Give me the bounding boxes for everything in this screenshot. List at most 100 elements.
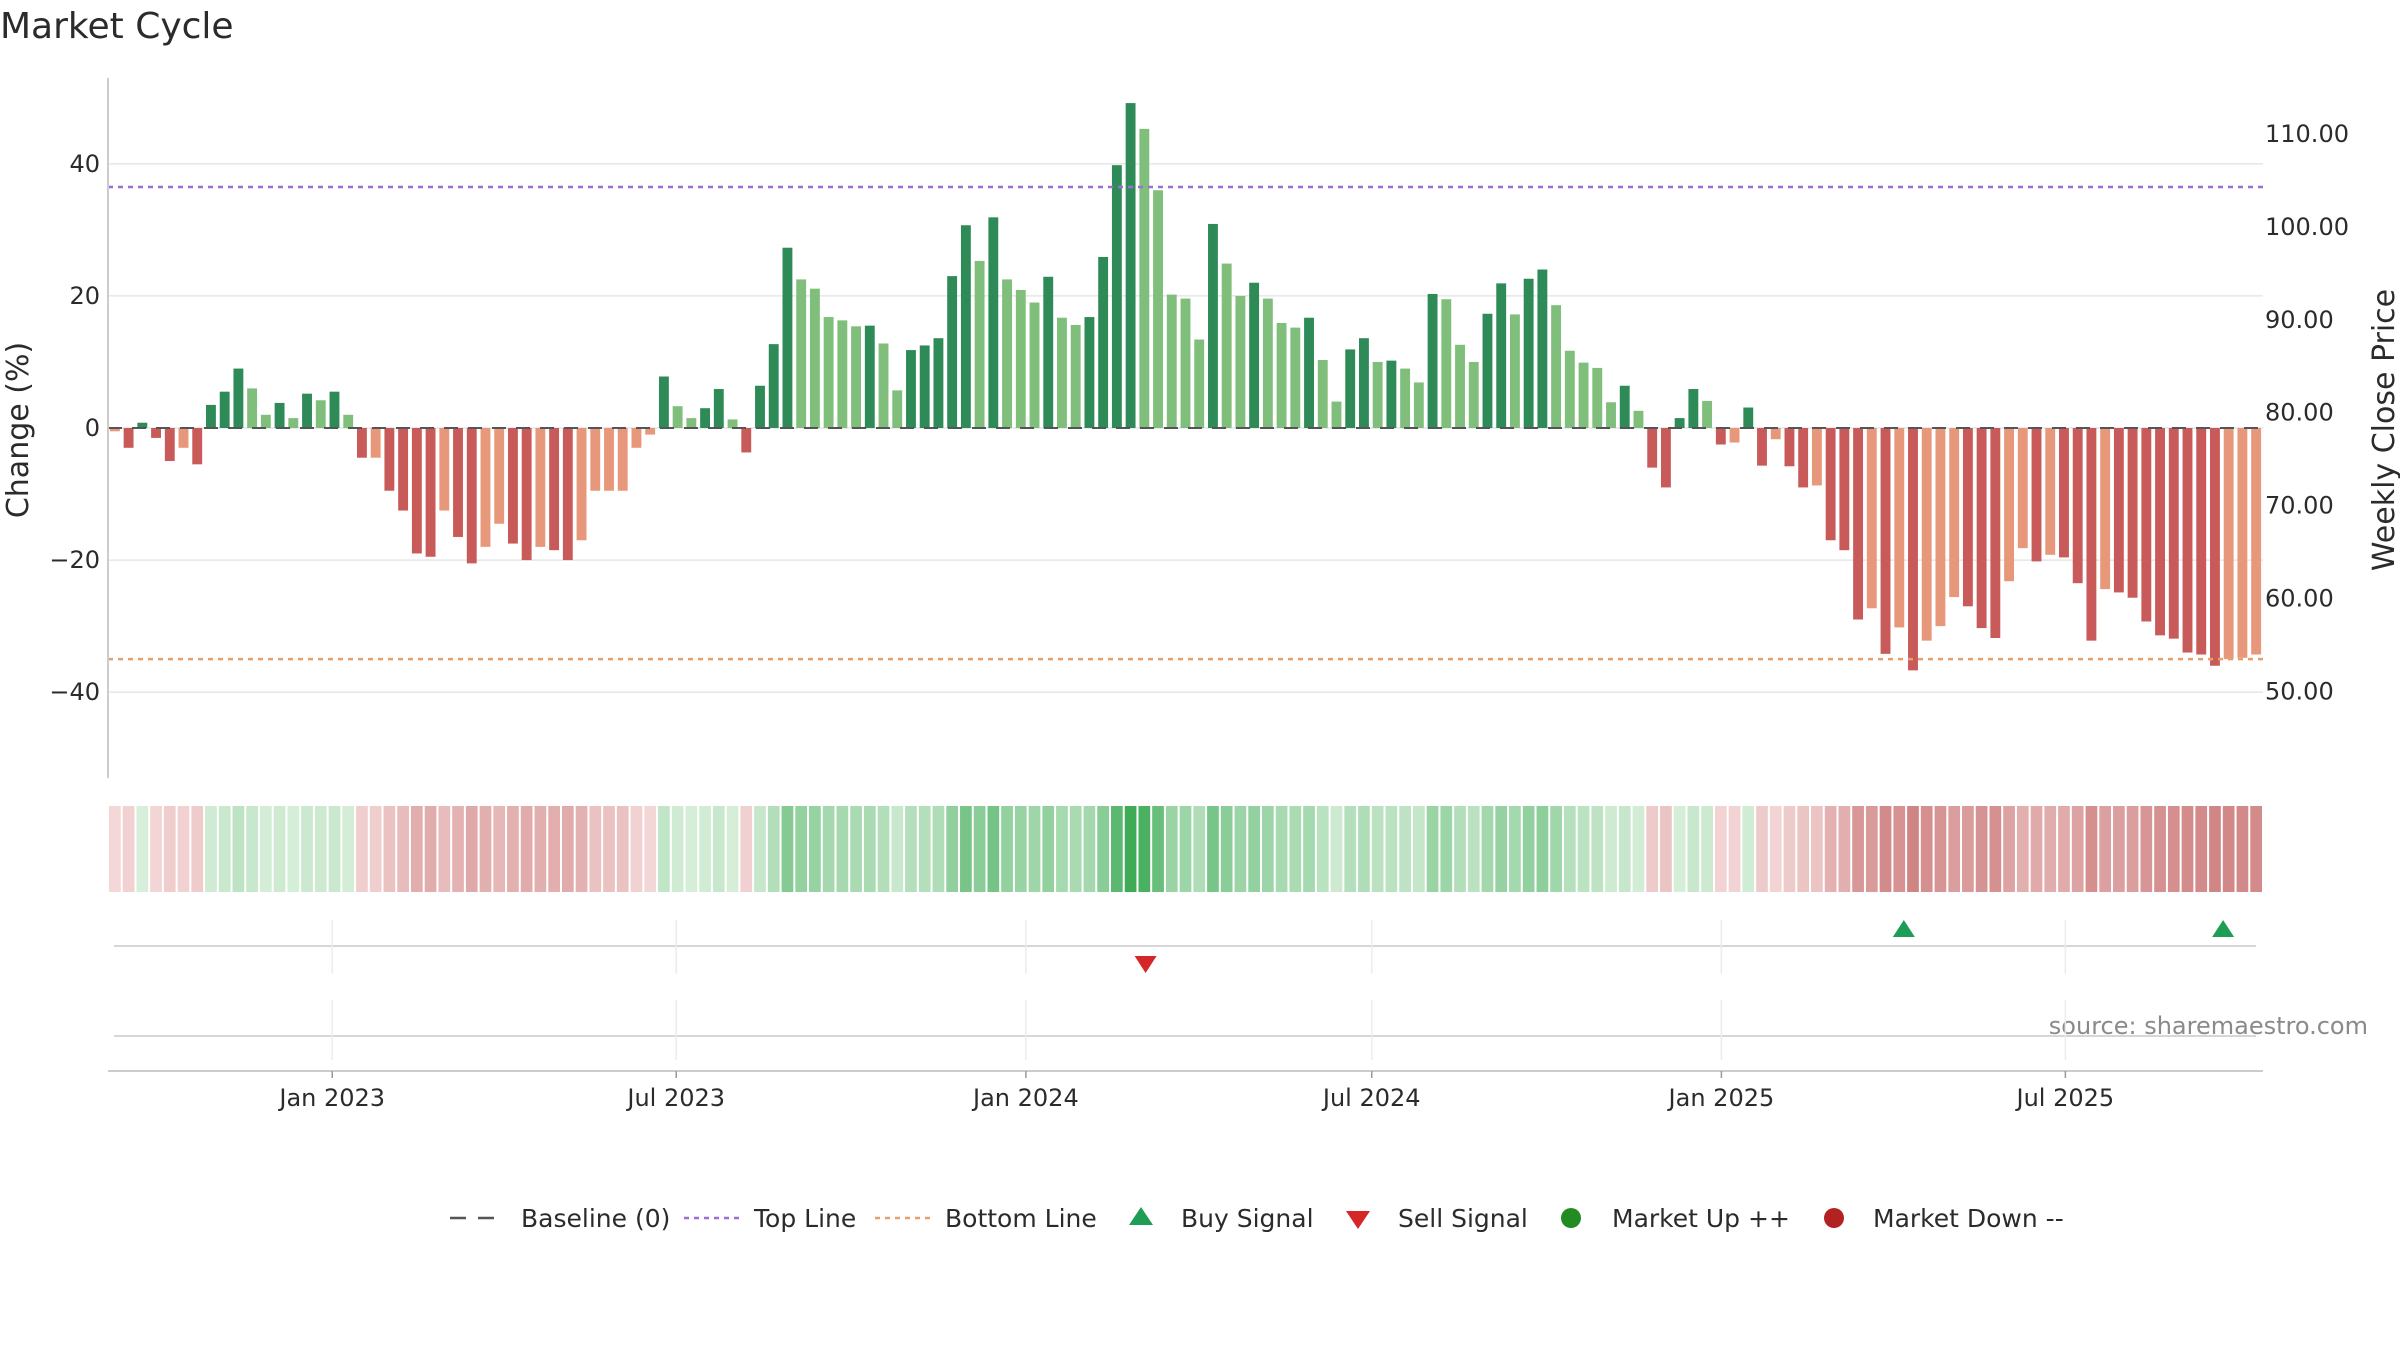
heat-cell [1769,806,1782,892]
change-bar [933,338,944,428]
change-bar [1537,269,1548,428]
change-bar [864,325,875,428]
heat-cell [767,806,780,892]
change-bar [2155,428,2165,636]
change-bar [439,428,450,511]
change-bar [1015,289,1026,428]
heat-cell [740,806,753,892]
change-bar [1606,402,1616,428]
change-bar [1564,350,1575,428]
heat-cell [1179,806,1192,892]
heat-cell [397,806,409,892]
heat-cell [2099,806,2112,892]
heat-cell [877,806,890,892]
change-bar [1386,360,1397,428]
change-bar [2237,428,2248,658]
heat-cell [603,806,615,892]
heat-cell [1522,806,1535,892]
y-right-tick-label: 70.00 [2265,492,2334,520]
change-bar [2182,428,2193,653]
heat-cell [2209,806,2221,892]
heat-cell [273,806,286,892]
change-bar [590,428,601,491]
heat-cell [575,806,588,892]
heat-cell [2250,806,2262,892]
change-bar [2004,428,2015,582]
change-bar [1345,349,1356,428]
change-bar [700,408,711,428]
change-bar [768,344,779,428]
heat-cell [658,806,670,892]
heat-cell [1550,806,1562,892]
heat-cell [987,806,1000,892]
change-bar [315,400,326,428]
change-bar [1413,382,1424,428]
change-bar [617,428,628,491]
change-bar [2168,428,2179,639]
change-bar [343,414,354,428]
change-bar [1427,293,1438,428]
change-bar [1331,401,1342,428]
change-bar [192,428,203,465]
change-bar [1125,103,1136,428]
change-bar [2059,428,2069,558]
heat-cell [2003,806,2015,892]
heat-cell [191,806,204,892]
change-bar [1976,428,1987,629]
change-bar [1688,389,1699,428]
heat-cell [218,806,231,892]
change-bar [1057,317,1067,428]
heat-cell [1852,806,1864,892]
legend-market-up-icon [1561,1208,1581,1228]
change-bar [823,317,834,428]
legend-label: Baseline (0) [521,1204,670,1233]
change-bar [1962,428,1973,607]
heat-cell [2071,806,2084,892]
heat-cell [1879,806,1892,892]
change-bar [247,388,258,428]
heat-cell [1962,806,1974,892]
change-bar [151,428,161,438]
heat-cell [1591,806,1604,892]
change-bar [2196,428,2207,655]
heat-cell [822,806,835,892]
heat-cell [2016,806,2029,892]
change-bar [919,345,930,428]
heat-cell [369,806,382,892]
x-tick-label: Jul 2024 [1321,1084,1421,1112]
heat-cell [493,806,506,892]
change-bar [974,260,985,428]
heat-cell [1371,806,1384,892]
axes-layer: 40 20 0 −20 −40 110.00 100.00 90.00 80.00 70.00 60… [49,78,2349,778]
heat-cell [232,806,245,892]
change-bar [521,428,532,561]
change-bar [1249,282,1260,428]
heat-cell [973,806,986,892]
change-bar [658,376,669,428]
change-bar [1208,223,1218,428]
change-bar [1811,428,1822,486]
change-bar [1455,344,1465,428]
heat-cell [2195,806,2208,892]
change-bar [1290,327,1301,428]
signal-panel [114,920,2256,1060]
heat-cell [2030,806,2043,892]
legend-label: Market Up ++ [1612,1204,1790,1233]
legend-label: Buy Signal [1181,1204,1314,1233]
heat-cell [1920,806,1933,892]
heat-cell [163,806,176,892]
heat-cell [1509,806,1521,892]
heat-cell [1742,806,1755,892]
change-bar [631,428,642,448]
heat-cell [1111,806,1123,892]
heat-cell [1975,806,1988,892]
y-left-tick-label: 20 [69,282,100,310]
heat-cell [1495,806,1508,892]
change-bar [1880,428,1891,654]
heat-cell [891,806,904,892]
heat-cell [1289,806,1302,892]
heat-cell [863,806,876,892]
heat-cell [1605,806,1617,892]
legend-market-down-icon [1824,1208,1844,1228]
heat-cell [1152,806,1164,892]
